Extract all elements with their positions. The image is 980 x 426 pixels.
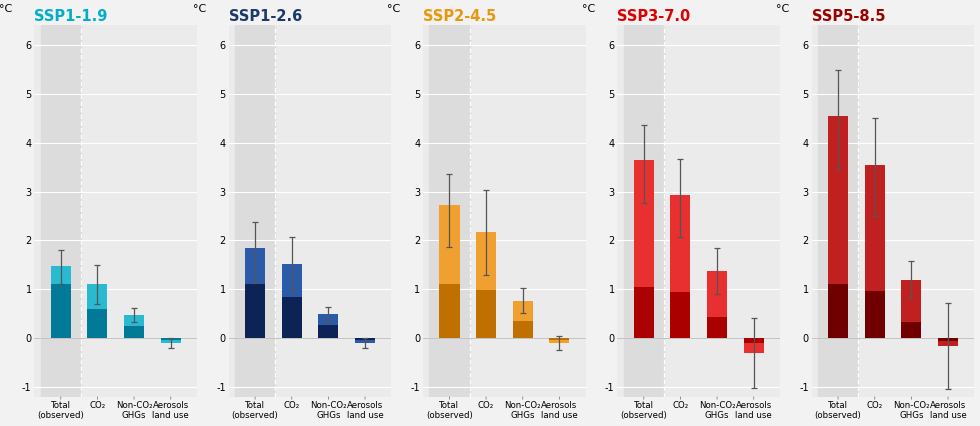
Bar: [902, 279, 921, 338]
Bar: [51, 266, 71, 338]
Text: SSP3-7.0: SSP3-7.0: [617, 9, 691, 24]
Bar: [707, 271, 727, 338]
Bar: [670, 195, 691, 338]
Bar: [828, 285, 848, 338]
Bar: [439, 285, 460, 338]
Text: SSP2-4.5: SSP2-4.5: [423, 9, 496, 24]
Bar: [245, 248, 266, 338]
Bar: [40, 26, 81, 397]
Bar: [281, 297, 302, 338]
Bar: [51, 285, 71, 338]
Bar: [355, 338, 375, 340]
Bar: [318, 314, 338, 338]
Text: SSP1-1.9: SSP1-1.9: [34, 9, 108, 24]
Bar: [476, 291, 496, 338]
Text: °C: °C: [776, 4, 789, 14]
Bar: [124, 325, 144, 338]
Bar: [439, 205, 460, 338]
Text: °C: °C: [581, 4, 595, 14]
Bar: [87, 309, 108, 338]
Bar: [828, 116, 848, 338]
Bar: [124, 315, 144, 338]
Bar: [864, 291, 885, 338]
Text: °C: °C: [0, 4, 12, 14]
Bar: [634, 160, 654, 338]
Bar: [87, 285, 108, 338]
Bar: [235, 26, 275, 397]
Text: SSP1-2.6: SSP1-2.6: [228, 9, 302, 24]
Text: °C: °C: [387, 4, 401, 14]
Text: SSP5-8.5: SSP5-8.5: [811, 9, 885, 24]
Bar: [864, 165, 885, 338]
Bar: [707, 317, 727, 338]
Bar: [161, 338, 180, 340]
Bar: [161, 338, 180, 343]
Bar: [513, 301, 533, 338]
Bar: [476, 232, 496, 338]
Bar: [818, 26, 858, 397]
Bar: [513, 321, 533, 338]
Bar: [744, 338, 763, 343]
Bar: [245, 285, 266, 338]
Bar: [550, 338, 569, 340]
Bar: [670, 292, 691, 338]
Bar: [355, 338, 375, 343]
Text: °C: °C: [193, 4, 206, 14]
Bar: [744, 338, 763, 353]
Bar: [429, 26, 469, 397]
Bar: [550, 338, 569, 343]
Bar: [902, 322, 921, 338]
Bar: [938, 338, 958, 345]
Bar: [281, 264, 302, 338]
Bar: [634, 287, 654, 338]
Bar: [623, 26, 663, 397]
Bar: [318, 325, 338, 338]
Bar: [938, 338, 958, 341]
